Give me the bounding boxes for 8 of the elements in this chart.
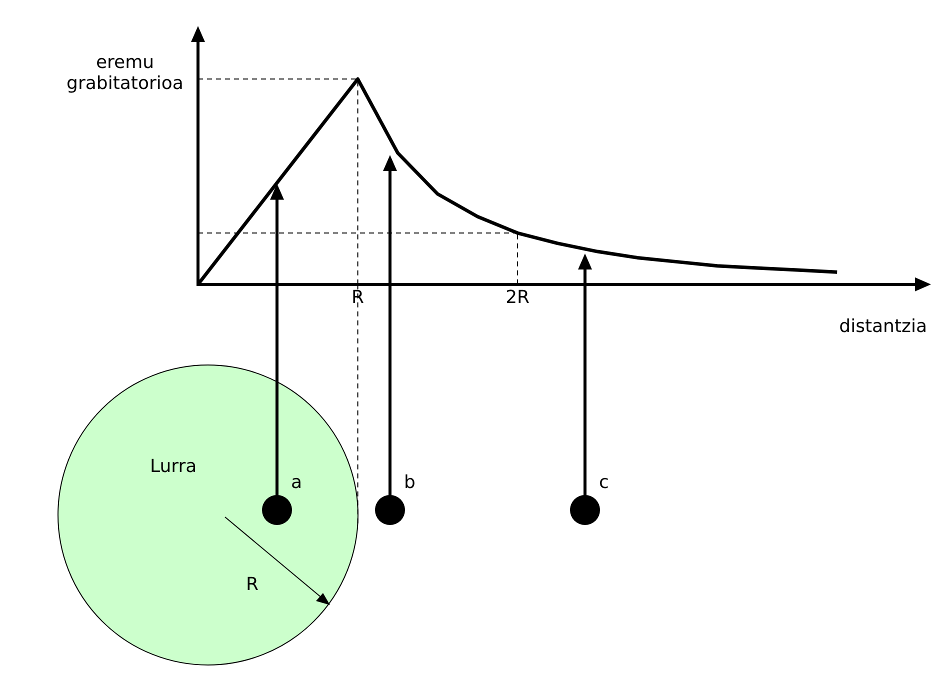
x-tick-label: 2R (506, 286, 530, 308)
text: c (599, 472, 609, 493)
text: b (404, 472, 416, 493)
y-axis-title: eremu grabitatorioa (66, 52, 184, 94)
text: a (291, 472, 302, 493)
text: Lurra (150, 456, 197, 477)
x-axis-title: distantzia (839, 316, 927, 337)
text: R (246, 574, 259, 595)
